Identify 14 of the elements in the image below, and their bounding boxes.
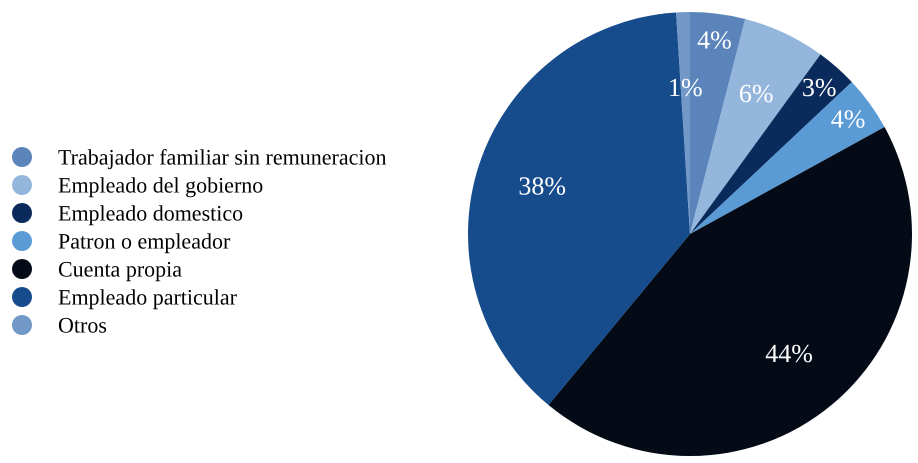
legend-label: Otros — [58, 312, 107, 338]
legend-label: Empleado del gobierno — [58, 172, 264, 198]
data-label: 3% — [802, 72, 837, 102]
data-label: 4% — [830, 104, 866, 134]
data-label: 44% — [765, 339, 813, 368]
data-label: 1% — [668, 73, 703, 102]
data-label: 4% — [697, 26, 732, 55]
legend-label: Empleado particular — [58, 284, 238, 310]
legend-label: Empleado domestico — [58, 200, 244, 226]
data-label: 38% — [518, 171, 566, 200]
legend-label: Cuenta propia — [58, 256, 182, 282]
legend-label: Trabajador familiar sin remuneracion — [58, 144, 386, 170]
legend-label: Patron o empleador — [58, 228, 231, 254]
data-label: 6% — [738, 78, 774, 108]
